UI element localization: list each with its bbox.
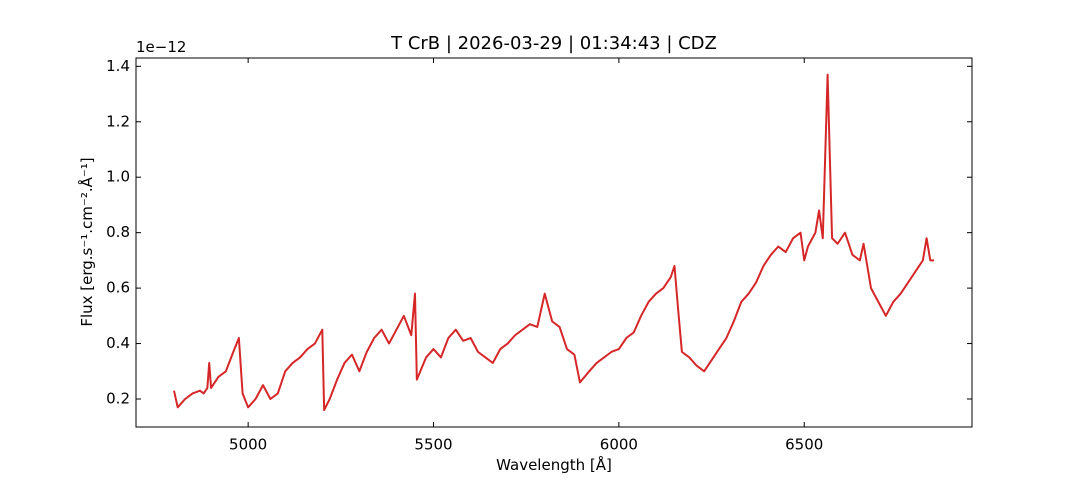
x-tick-label: 6000 xyxy=(600,436,638,454)
y-tick-label: 0.2 xyxy=(106,389,130,407)
y-tick-label: 1.2 xyxy=(106,112,130,130)
y-axis-label: Flux [erg.s⁻¹.cm⁻².Å⁻¹] xyxy=(77,157,96,326)
x-tick-label: 5500 xyxy=(414,436,452,454)
x-axis-label: Wavelength [Å] xyxy=(496,455,612,474)
y-tick-label: 0.6 xyxy=(106,279,130,297)
y-tick-label: 1.0 xyxy=(106,168,130,186)
plot-frame xyxy=(135,57,973,428)
x-tick-label: 5000 xyxy=(229,436,267,454)
x-tick-label: 6500 xyxy=(785,436,823,454)
y-tick-label: 0.8 xyxy=(106,223,130,241)
y-tick-label: 1.4 xyxy=(106,57,130,75)
chart-title: T CrB | 2026-03-29 | 01:34:43 | CDZ xyxy=(390,33,717,54)
y-offset-label: 1e−12 xyxy=(136,38,186,56)
spectrum-line xyxy=(173,73,934,412)
y-tick-label: 0.4 xyxy=(106,334,130,352)
